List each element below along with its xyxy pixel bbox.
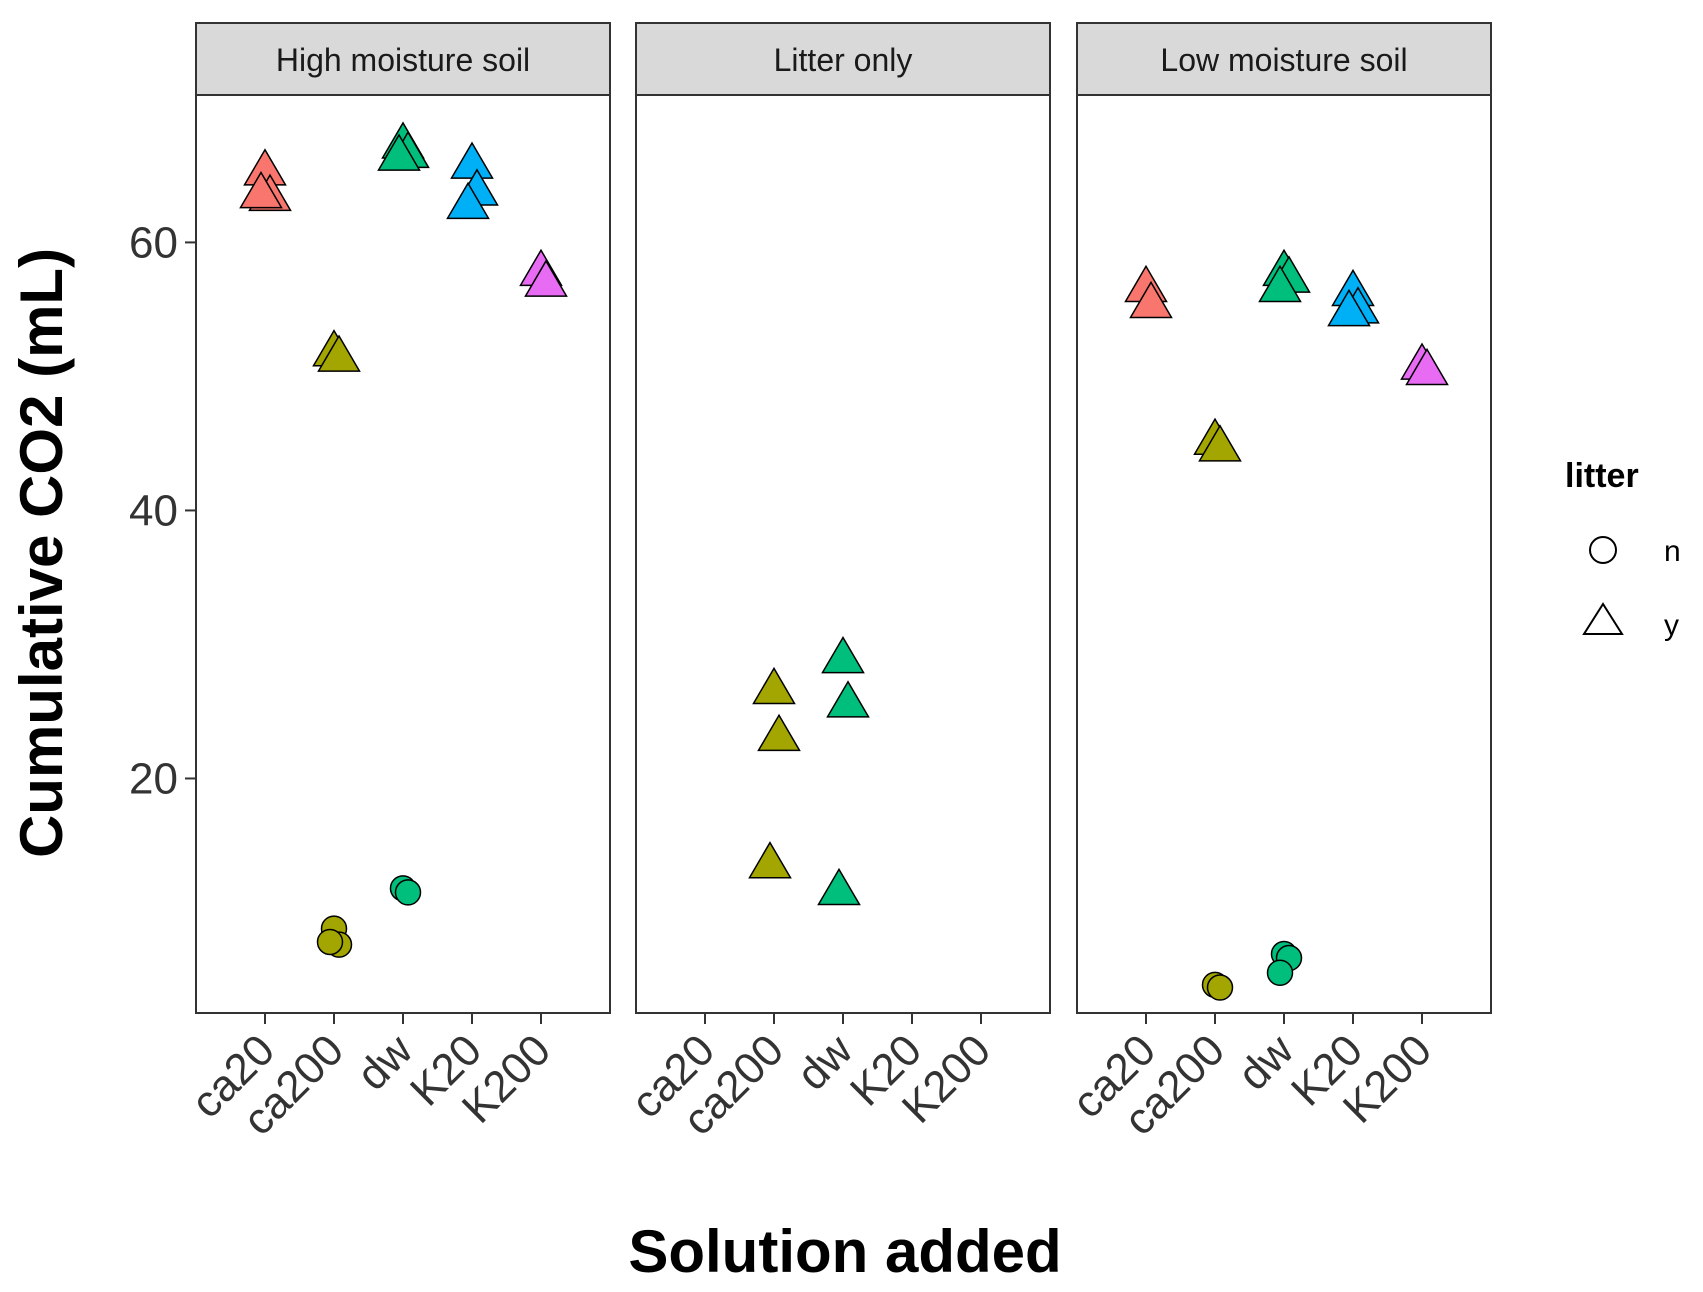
legend-circle-icon [1589,536,1617,564]
data-point-triangle [1198,424,1242,462]
x-axis-title: Solution added [628,1218,1061,1285]
data-point-triangle [1129,280,1173,319]
points-layer [239,121,1449,1001]
legend-label-n: n [1664,535,1681,568]
panel-frame [635,94,1051,1014]
y-tick-label: 20 [129,754,178,803]
facet-strip-label: High moisture soil [276,42,530,78]
data-point-triangle [317,334,361,372]
data-point-triangle [1258,264,1302,303]
facet-strip [195,22,611,96]
data-point-circle [1266,959,1294,987]
data-point-circle [1206,974,1234,1001]
y-tick-label: 40 [129,486,178,535]
facet-strip-label: Low moisture soil [1160,42,1407,78]
data-point-triangle [752,666,796,705]
data-point-triangle [446,181,490,220]
data-point-circle [394,879,422,906]
y-tick-label: 60 [129,218,178,267]
legend-triangle-icon [1582,602,1624,635]
data-point-circle [316,928,344,956]
data-point-triangle [748,841,792,879]
data-point-triangle [377,133,421,171]
facet-strip [1076,22,1492,96]
data-point-triangle [524,259,568,297]
legend: litter n y [1565,457,1681,642]
data-point-triangle [1327,288,1371,327]
data-point-triangle [757,713,801,752]
legend-title: litter [1565,457,1639,495]
data-point-triangle [239,171,283,209]
data-point-triangle [817,867,861,906]
panel-frame [195,94,611,1014]
y-axis-title: Cumulative CO2 (mL) [8,248,75,858]
data-point-triangle [1405,347,1449,386]
data-point-triangle [826,680,870,718]
legend-label-y: y [1664,609,1679,642]
facet-strip-label: Litter only [774,42,913,78]
panel-frame [1076,94,1492,1014]
data-point-triangle [821,636,865,674]
facet-strip [635,22,1051,96]
y-axis: 20 40 60 [129,218,196,803]
